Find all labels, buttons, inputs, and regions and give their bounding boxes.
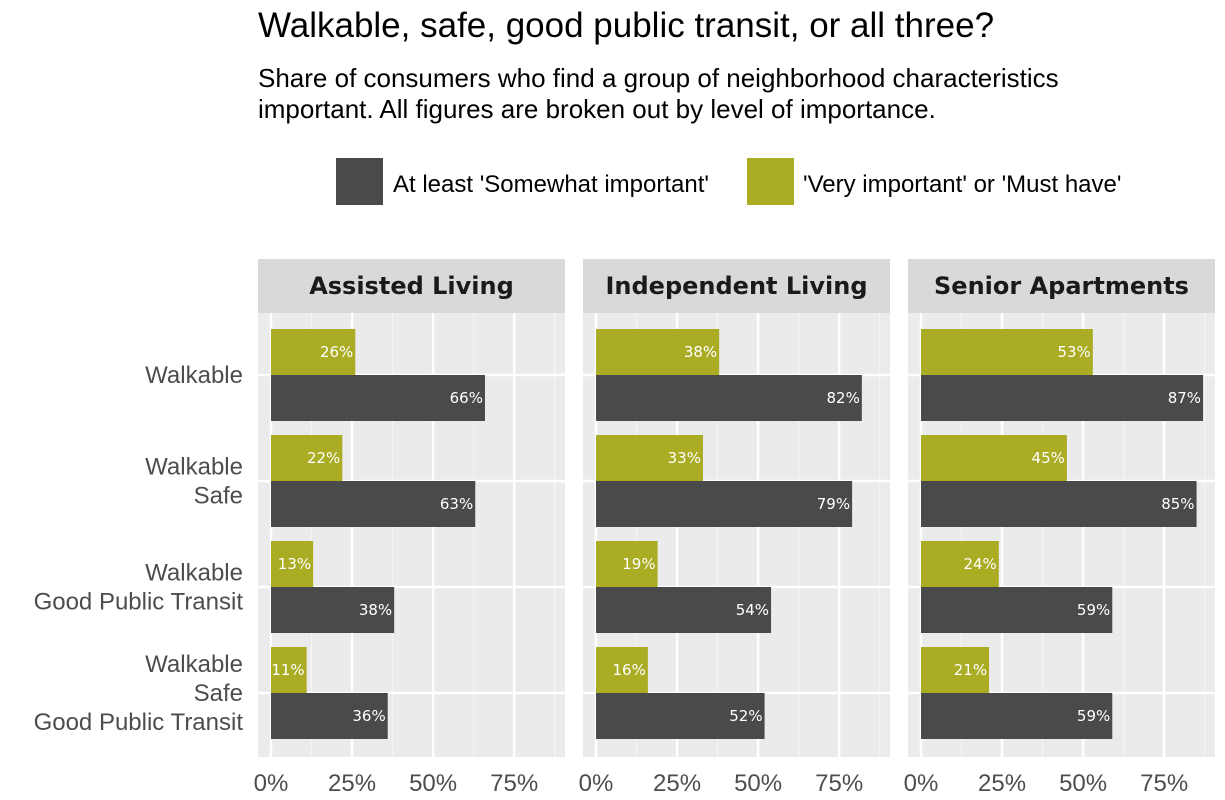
bar-somewhat-important — [271, 693, 388, 739]
bar-very-important — [271, 329, 356, 375]
bar-very-important — [921, 647, 990, 693]
bar-very-important — [271, 541, 314, 587]
bar-label-very-important: 13% — [278, 555, 311, 573]
category-label: Safe — [194, 680, 243, 707]
category-label: Walkable — [145, 560, 243, 587]
x-tick-label: 25% — [978, 770, 1026, 797]
bar-label-somewhat-important: 82% — [827, 389, 860, 407]
bar-very-important — [596, 329, 720, 375]
panel-title: Senior Apartments — [934, 272, 1189, 300]
legend-swatch-somewhat-important — [336, 158, 383, 205]
bar-very-important — [921, 435, 1067, 481]
bar-somewhat-important — [596, 693, 765, 739]
bar-very-important — [271, 647, 307, 693]
bar-somewhat-important — [271, 481, 476, 527]
category-label: Walkable — [145, 454, 243, 481]
bar-somewhat-important — [921, 375, 1204, 421]
x-tick-label: 50% — [734, 770, 782, 797]
x-tick-label: 75% — [1140, 770, 1188, 797]
x-tick-label: 0% — [579, 770, 614, 797]
bar-label-somewhat-important: 66% — [450, 389, 483, 407]
bar-somewhat-important — [271, 375, 485, 421]
bar-label-very-important: 53% — [1057, 343, 1090, 361]
category-label: Walkable — [145, 651, 243, 678]
bar-label-somewhat-important: 87% — [1168, 389, 1201, 407]
chart-subtitle-line-2: important. All figures are broken out by… — [258, 94, 936, 124]
x-tick-label: 0% — [254, 770, 289, 797]
bar-label-very-important: 16% — [613, 661, 646, 679]
bar-label-very-important: 45% — [1032, 449, 1065, 467]
bar-label-very-important: 26% — [320, 343, 353, 361]
legend-label-somewhat-important: At least 'Somewhat important' — [393, 171, 709, 198]
category-label: Safe — [194, 483, 243, 510]
bar-label-very-important: 38% — [684, 343, 717, 361]
x-tick-label: 25% — [328, 770, 376, 797]
bar-somewhat-important — [596, 587, 772, 633]
bar-very-important — [271, 435, 343, 481]
x-tick-label: 0% — [904, 770, 939, 797]
bar-label-very-important: 11% — [271, 661, 304, 679]
chart-title: Walkable, safe, good public transit, or … — [258, 6, 994, 45]
x-tick-label: 50% — [409, 770, 457, 797]
bar-somewhat-important — [921, 481, 1197, 527]
category-label: Good Public Transit — [34, 589, 244, 616]
bar-label-somewhat-important: 79% — [817, 495, 850, 513]
bar-somewhat-important — [271, 587, 395, 633]
legend-swatch-very-important — [747, 158, 794, 205]
panel-strip — [908, 259, 1215, 313]
panel-title: Independent Living — [605, 272, 867, 300]
panel-assisted-living: Assisted Living 26% 66% 22% 63% 13% 38% 11% 36% 0… — [254, 259, 565, 797]
bar-label-very-important: 21% — [954, 661, 987, 679]
bar-label-somewhat-important: 52% — [729, 707, 762, 725]
x-tick-label: 75% — [490, 770, 538, 797]
bar-somewhat-important — [596, 481, 853, 527]
panel-senior-apartments: Senior Apartments 53% 87% 45% 85% 24% 59% 21% 59… — [904, 259, 1215, 797]
panel-independent-living: Independent Living 38% 82% 33% 79% 19% 54% 16% 5… — [579, 259, 890, 797]
panels: Assisted Living 26% 66% 22% 63% 13% 38% 11% 36% 0… — [254, 259, 1215, 797]
legend: At least 'Somewhat important' 'Very impo… — [336, 158, 1121, 205]
bar-somewhat-important — [921, 587, 1113, 633]
panel-strip — [583, 259, 890, 313]
bar-label-somewhat-important: 38% — [359, 601, 392, 619]
bar-label-somewhat-important: 85% — [1161, 495, 1194, 513]
bar-label-somewhat-important: 63% — [440, 495, 473, 513]
chart-subtitle-line-1: Share of consumers who find a group of n… — [258, 63, 1059, 93]
panel-strip — [258, 259, 565, 313]
bar-label-very-important: 22% — [307, 449, 340, 467]
bar-label-very-important: 33% — [668, 449, 701, 467]
x-tick-label: 75% — [815, 770, 863, 797]
bar-label-somewhat-important: 54% — [736, 601, 769, 619]
x-tick-label: 25% — [653, 770, 701, 797]
bar-label-somewhat-important: 36% — [352, 707, 385, 725]
panel-title: Assisted Living — [309, 272, 514, 300]
bar-very-important — [596, 541, 658, 587]
category-label: Walkable — [145, 362, 243, 389]
category-label: Good Public Transit — [34, 709, 244, 736]
x-tick-label: 50% — [1059, 770, 1107, 797]
bar-label-very-important: 19% — [622, 555, 655, 573]
bar-very-important — [596, 647, 648, 693]
bar-label-very-important: 24% — [963, 555, 996, 573]
bar-very-important — [921, 541, 999, 587]
bar-label-somewhat-important: 59% — [1077, 707, 1110, 725]
bar-label-somewhat-important: 59% — [1077, 601, 1110, 619]
bar-very-important — [921, 329, 1093, 375]
bar-very-important — [596, 435, 703, 481]
bar-somewhat-important — [921, 693, 1113, 739]
bar-somewhat-important — [596, 375, 862, 421]
legend-label-very-important: 'Very important' or 'Must have' — [803, 171, 1121, 198]
